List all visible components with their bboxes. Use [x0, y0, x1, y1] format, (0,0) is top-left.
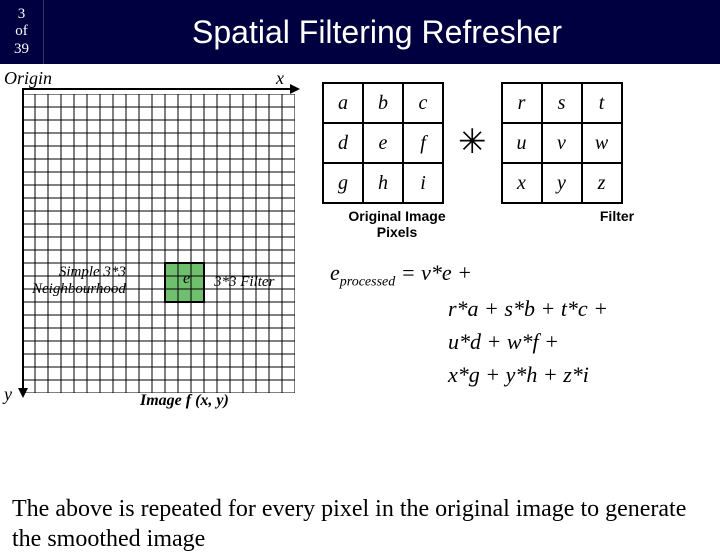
matrix-cell: i	[403, 163, 443, 203]
matrix-cell: z	[582, 163, 622, 203]
pixels-matrix: abcdefghi	[322, 82, 444, 204]
page-counter: 3 of 39	[0, 0, 44, 64]
filter-matrix-label: Filter	[542, 208, 692, 240]
matrix-cell: g	[323, 163, 363, 203]
eq-lhs-sub: processed	[340, 274, 395, 289]
slide-content: Origin x y Simple 3*3 Neighbourhood e 3*…	[0, 64, 720, 70]
eq-lhs-var: e	[330, 260, 340, 285]
page-current: 3	[0, 6, 43, 23]
matrix-cell: t	[582, 83, 622, 123]
eq-rhs-0: = v*e +	[401, 260, 472, 285]
equation-line-4: x*g + y*h + z*i	[330, 358, 608, 391]
pixels-matrix-label-l1: Original Image	[322, 208, 472, 224]
equation-line-1: eprocessed = v*e +	[330, 256, 608, 292]
image-function-label: Image f (x, y)	[140, 392, 229, 410]
matrix-cell: b	[363, 83, 403, 123]
y-axis-label: y	[4, 384, 12, 405]
center-pixel-label: e	[183, 270, 190, 288]
grid-svg	[22, 94, 295, 393]
matrix-cell: u	[502, 123, 542, 163]
equation-line-3: u*d + w*f +	[330, 325, 608, 358]
matrix-cell: w	[582, 123, 622, 163]
convolution-symbol: ✳	[458, 126, 487, 160]
matrix-cell: r	[502, 83, 542, 123]
footer-description: The above is repeated for every pixel in…	[12, 494, 708, 554]
pixels-matrix-label-l2: Pixels	[322, 224, 472, 240]
filter-small-label: 3*3 Filter	[214, 274, 274, 291]
matrix-cell: v	[542, 123, 582, 163]
matrices-row: abcdefghi ✳ rstuvwxyz	[322, 82, 623, 204]
matrix-cell: s	[542, 83, 582, 123]
convolution-equation: eprocessed = v*e + r*a + s*b + t*c + u*d…	[330, 256, 608, 391]
origin-label: Origin	[4, 68, 52, 89]
equation-line-2: r*a + s*b + t*c +	[330, 292, 608, 325]
neighbourhood-label: Simple 3*3 Neighbourhood	[32, 264, 126, 297]
slide-title: Spatial Filtering Refresher	[44, 14, 720, 51]
matrix-cell: d	[323, 123, 363, 163]
matrix-cell: e	[363, 123, 403, 163]
slide-header: 3 of 39 Spatial Filtering Refresher	[0, 0, 720, 64]
page-of: of	[0, 23, 43, 40]
neighbourhood-label-line1: Simple 3*3	[32, 264, 126, 281]
matrix-labels: Original Image Pixels Filter	[322, 208, 692, 240]
x-axis-label: x	[276, 68, 284, 89]
matrix-cell: f	[403, 123, 443, 163]
pixels-matrix-label: Original Image Pixels	[322, 208, 472, 240]
x-axis-arrow	[22, 88, 298, 90]
matrix-cell: h	[363, 163, 403, 203]
image-grid	[22, 94, 298, 394]
matrix-cell: y	[542, 163, 582, 203]
matrix-cell: x	[502, 163, 542, 203]
matrix-cell: a	[323, 83, 363, 123]
page-total: 39	[0, 41, 43, 58]
filter-matrix: rstuvwxyz	[501, 82, 623, 204]
matrix-cell: c	[403, 83, 443, 123]
neighbourhood-label-line2: Neighbourhood	[32, 281, 126, 298]
